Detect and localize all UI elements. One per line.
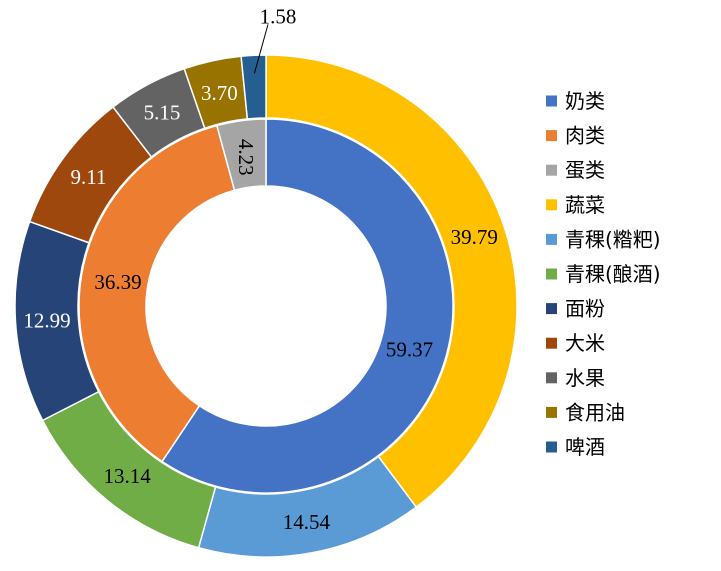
inner-data-label-1: 59.37 (386, 338, 433, 362)
inner-data-label-2: 36.39 (94, 270, 141, 294)
outer-slice-8 (240, 54, 267, 120)
legend-label-11: 啤酒 (565, 435, 605, 459)
inner-data-label-3: 4.23 (234, 139, 258, 176)
outer-data-label-2: 14.54 (283, 510, 331, 534)
outer-data-label-6: 5.15 (144, 101, 181, 125)
outer-data-label-4: 12.99 (23, 308, 70, 332)
legend-label-10: 食用油 (565, 400, 625, 424)
outer-leader-line-8 (253, 24, 269, 74)
legend-swatch-1 (546, 95, 557, 107)
inner-ring (78, 118, 454, 494)
legend-label-3: 蛋类 (565, 158, 605, 182)
legend-swatch-8 (546, 337, 557, 349)
legend-label-4: 蔬菜 (565, 193, 605, 217)
legend-label-6: 青稞(酿酒) (565, 262, 661, 286)
outer-slice-1 (265, 54, 518, 509)
legend-swatch-10 (546, 406, 557, 418)
legend-label-8: 大米 (565, 331, 605, 355)
legend-swatch-11 (546, 441, 557, 453)
outer-data-label-1: 39.79 (451, 225, 498, 249)
legend-label-2: 肉类 (565, 124, 605, 148)
outer-data-label-5: 9.11 (71, 165, 107, 189)
legend-swatch-2 (546, 130, 557, 142)
legend-swatch-5 (546, 233, 557, 245)
legend-swatch-6 (546, 268, 557, 280)
legend-swatch-3 (546, 164, 557, 176)
legend-label-5: 青稞(糌粑) (565, 227, 661, 251)
legend-label-7: 面粉 (565, 297, 605, 321)
outer-data-label-8: 1.58 (260, 4, 297, 28)
data-labels: 39.79 14.54 13.14 12.99 9.11 5.15 3.70 1.58 59.3… (23, 4, 498, 533)
outer-data-label-3: 13.14 (104, 464, 152, 488)
inner-slice-2 (78, 124, 236, 463)
legend-swatch-9 (546, 372, 557, 384)
legend-label-9: 水果 (565, 366, 605, 390)
outer-data-label-7: 3.70 (201, 81, 238, 105)
legend-swatch-7 (546, 303, 557, 315)
outer-ring (14, 54, 518, 558)
legend-label-1: 奶类 (565, 89, 605, 113)
inner-slice-3 (215, 118, 267, 192)
legend-swatch-4 (546, 199, 557, 211)
inner-slice-1 (161, 118, 454, 494)
